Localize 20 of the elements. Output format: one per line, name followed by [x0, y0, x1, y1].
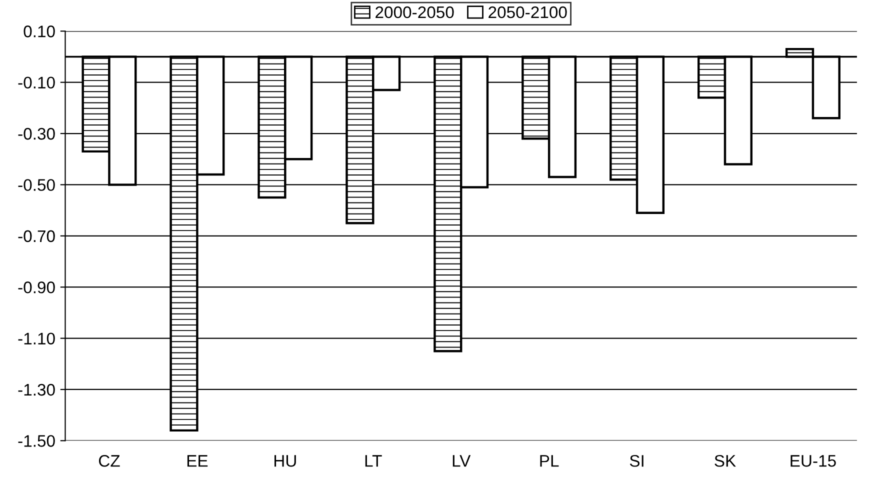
- x-tick-label: SK: [714, 455, 736, 467]
- x-tick-label: CZ: [98, 455, 120, 467]
- x-tick-label: SI: [630, 455, 644, 467]
- x-tick-label: HU: [274, 455, 296, 467]
- x-tick-label: EE: [187, 455, 208, 467]
- x-tick-label: LV: [452, 455, 471, 467]
- legend-label: 2050-2100: [488, 6, 567, 18]
- x-tick-label: LT: [365, 455, 382, 467]
- x-tick-label: EU-15: [790, 455, 836, 467]
- legend-label: 2000-2050: [376, 6, 454, 18]
- y-tick-label: -0.30: [18, 128, 55, 140]
- y-tick-label: -0.90: [18, 282, 55, 294]
- x-tick-label: PL: [540, 455, 559, 467]
- y-tick-label: -1.10: [18, 332, 55, 344]
- y-tick-label: -0.50: [18, 179, 55, 191]
- y-tick-label: -0.70: [18, 230, 55, 242]
- y-tick-label: 0.10: [24, 26, 55, 38]
- y-tick-label: -1.30: [18, 384, 55, 396]
- y-tick-label: -1.50: [18, 435, 55, 447]
- y-tick-label: -0.10: [18, 76, 55, 89]
